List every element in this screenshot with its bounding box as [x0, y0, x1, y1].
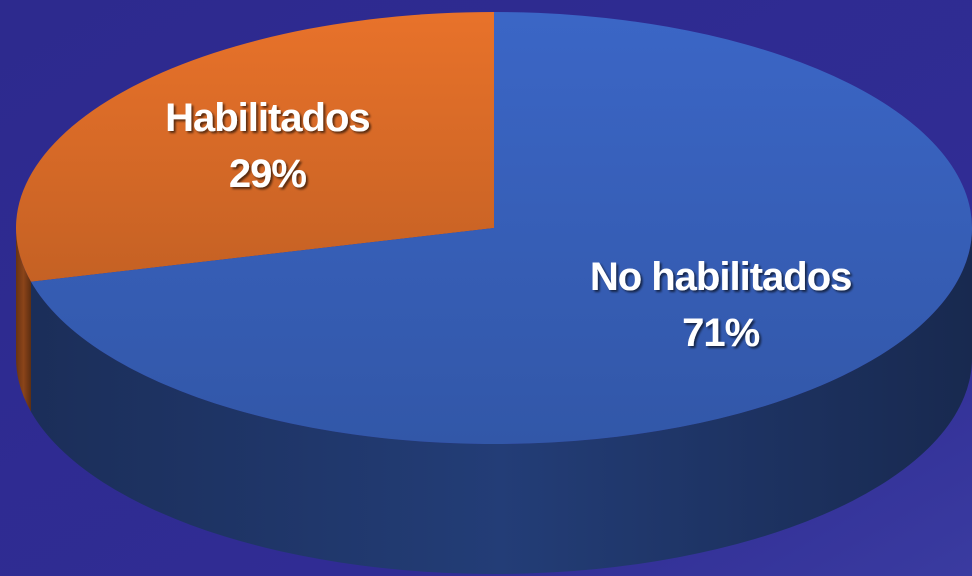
slice — [31, 12, 972, 444]
slice — [15, 12, 495, 282]
slice-side — [16, 228, 32, 412]
slice-side — [31, 228, 972, 574]
slice-value-label: 71% — [682, 311, 759, 355]
slice-label: No habilitados — [590, 255, 852, 299]
slice-value-label: 29% — [229, 152, 306, 196]
pie: Habilitados 29% No habilitados 71% — [15, 12, 972, 574]
slice-label: Habilitados — [165, 96, 370, 140]
